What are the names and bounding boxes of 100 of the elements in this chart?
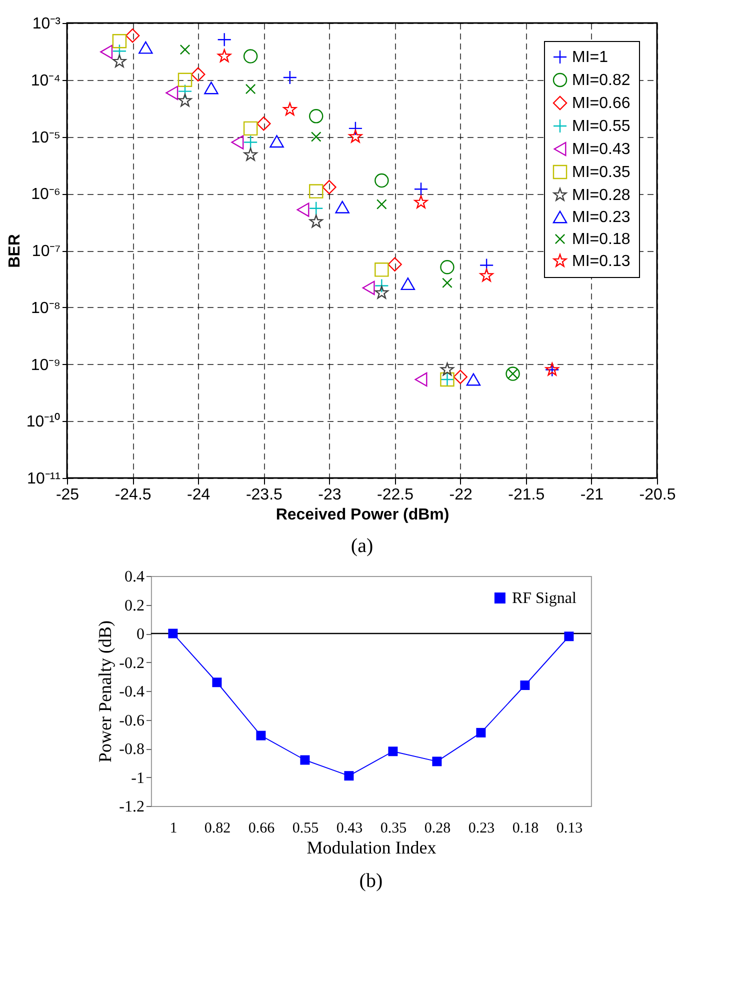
point bbox=[245, 84, 256, 94]
point bbox=[100, 44, 113, 60]
x-tick-label: -24 bbox=[187, 486, 210, 504]
point bbox=[414, 182, 428, 196]
y-tick-label: 0 bbox=[136, 626, 144, 643]
point bbox=[204, 82, 218, 94]
point bbox=[212, 678, 222, 688]
x-tick-label: 0.43 bbox=[336, 820, 363, 836]
x-tick-label: -23 bbox=[318, 486, 342, 504]
point bbox=[309, 109, 324, 124]
point bbox=[400, 278, 416, 290]
point bbox=[466, 373, 481, 386]
legend-label: RF Signal bbox=[512, 590, 577, 607]
x-tick-label: -20.5 bbox=[639, 486, 676, 504]
x-tick-label: 0.18 bbox=[512, 820, 539, 836]
x-tick-label: 0.35 bbox=[380, 820, 407, 836]
legend-label: MI=0.82 bbox=[572, 72, 630, 89]
x-tick-label: 0.66 bbox=[248, 820, 276, 836]
point bbox=[374, 278, 389, 293]
point bbox=[243, 135, 258, 150]
point bbox=[388, 257, 402, 272]
legend-label: MI=0.66 bbox=[572, 95, 630, 112]
y-axis-title: BER bbox=[6, 234, 24, 268]
point bbox=[362, 280, 375, 296]
y-tick-label: 10⁻⁵ bbox=[31, 129, 61, 146]
x-tick-label: -23.5 bbox=[246, 486, 283, 504]
point bbox=[218, 49, 232, 62]
point bbox=[300, 755, 310, 765]
point bbox=[166, 86, 178, 100]
point bbox=[414, 195, 428, 208]
x-tick-label: 1 bbox=[170, 820, 178, 836]
point bbox=[440, 260, 454, 274]
point bbox=[376, 199, 387, 210]
point bbox=[348, 121, 363, 136]
legend-label: MI=0.18 bbox=[572, 231, 630, 248]
x-tick-label: -24.5 bbox=[114, 486, 152, 504]
legend-label: MI=1 bbox=[572, 49, 608, 66]
point bbox=[282, 70, 298, 85]
point bbox=[125, 28, 140, 43]
point bbox=[309, 214, 323, 228]
point bbox=[520, 680, 530, 690]
y-tick-label: -0.4 bbox=[119, 684, 144, 700]
point bbox=[243, 49, 258, 64]
y-axis-title: Power Penalty (dB) bbox=[95, 620, 116, 762]
text: (a) bbox=[350, 535, 374, 557]
y-tick-label: -0.8 bbox=[119, 741, 144, 758]
point bbox=[374, 173, 389, 188]
y-tick-label: -1 bbox=[131, 770, 144, 787]
x-tick-label: -25 bbox=[56, 486, 80, 504]
y-tick-label: 10⁻⁸ bbox=[30, 300, 61, 317]
x-tick-label: -21 bbox=[580, 486, 604, 504]
x-tick-label: -21.5 bbox=[508, 486, 545, 504]
point bbox=[191, 67, 206, 82]
point bbox=[388, 746, 398, 756]
point bbox=[480, 268, 494, 282]
x-tick-label: 0.55 bbox=[292, 820, 319, 836]
x-tick-label: 0.82 bbox=[204, 820, 231, 836]
text: (b) bbox=[359, 870, 383, 892]
x-tick-label: -22 bbox=[449, 486, 473, 504]
x-axis-title: Received Power (dBm) bbox=[276, 506, 450, 524]
point bbox=[476, 728, 486, 738]
point bbox=[309, 184, 324, 198]
point bbox=[231, 135, 244, 150]
point bbox=[432, 756, 442, 766]
point bbox=[310, 132, 322, 142]
y-tick-label: -1.2 bbox=[119, 798, 144, 816]
point bbox=[178, 84, 192, 98]
y-tick-label: 10⁻⁷ bbox=[32, 243, 61, 260]
point bbox=[442, 278, 452, 288]
point bbox=[440, 362, 454, 376]
point bbox=[217, 32, 232, 47]
y-tick-label: 10⁻⁶ bbox=[31, 186, 61, 204]
x-axis-title: Modulation Index bbox=[306, 838, 436, 858]
point bbox=[296, 202, 310, 217]
x-tick-label: -22.5 bbox=[377, 486, 414, 504]
legend-label: MI=0.55 bbox=[572, 118, 630, 135]
point bbox=[270, 135, 284, 148]
y-tick-label: 0.2 bbox=[124, 597, 144, 614]
y-tick-label: 10⁻¹⁰ bbox=[26, 412, 61, 431]
point bbox=[309, 201, 324, 216]
legend-label: MI=0.43 bbox=[572, 141, 630, 158]
point bbox=[178, 94, 192, 107]
point bbox=[168, 628, 178, 638]
x-tick-label: 0.13 bbox=[556, 820, 583, 836]
legend-label: MI=0.28 bbox=[572, 187, 630, 204]
point bbox=[244, 148, 258, 161]
y-tick-label: 10⁻⁹ bbox=[30, 356, 61, 374]
legend-label: MI=0.35 bbox=[572, 164, 630, 181]
y-tick-label: -0.2 bbox=[119, 654, 144, 672]
point bbox=[453, 370, 468, 384]
point bbox=[335, 200, 350, 214]
x-tick-label: 0.28 bbox=[424, 820, 451, 836]
point bbox=[256, 116, 271, 131]
point bbox=[414, 372, 428, 387]
point bbox=[322, 180, 336, 194]
legend-label: MI=0.23 bbox=[572, 209, 630, 226]
point bbox=[243, 121, 258, 136]
point bbox=[283, 102, 297, 116]
point bbox=[112, 34, 127, 48]
point bbox=[180, 44, 190, 55]
